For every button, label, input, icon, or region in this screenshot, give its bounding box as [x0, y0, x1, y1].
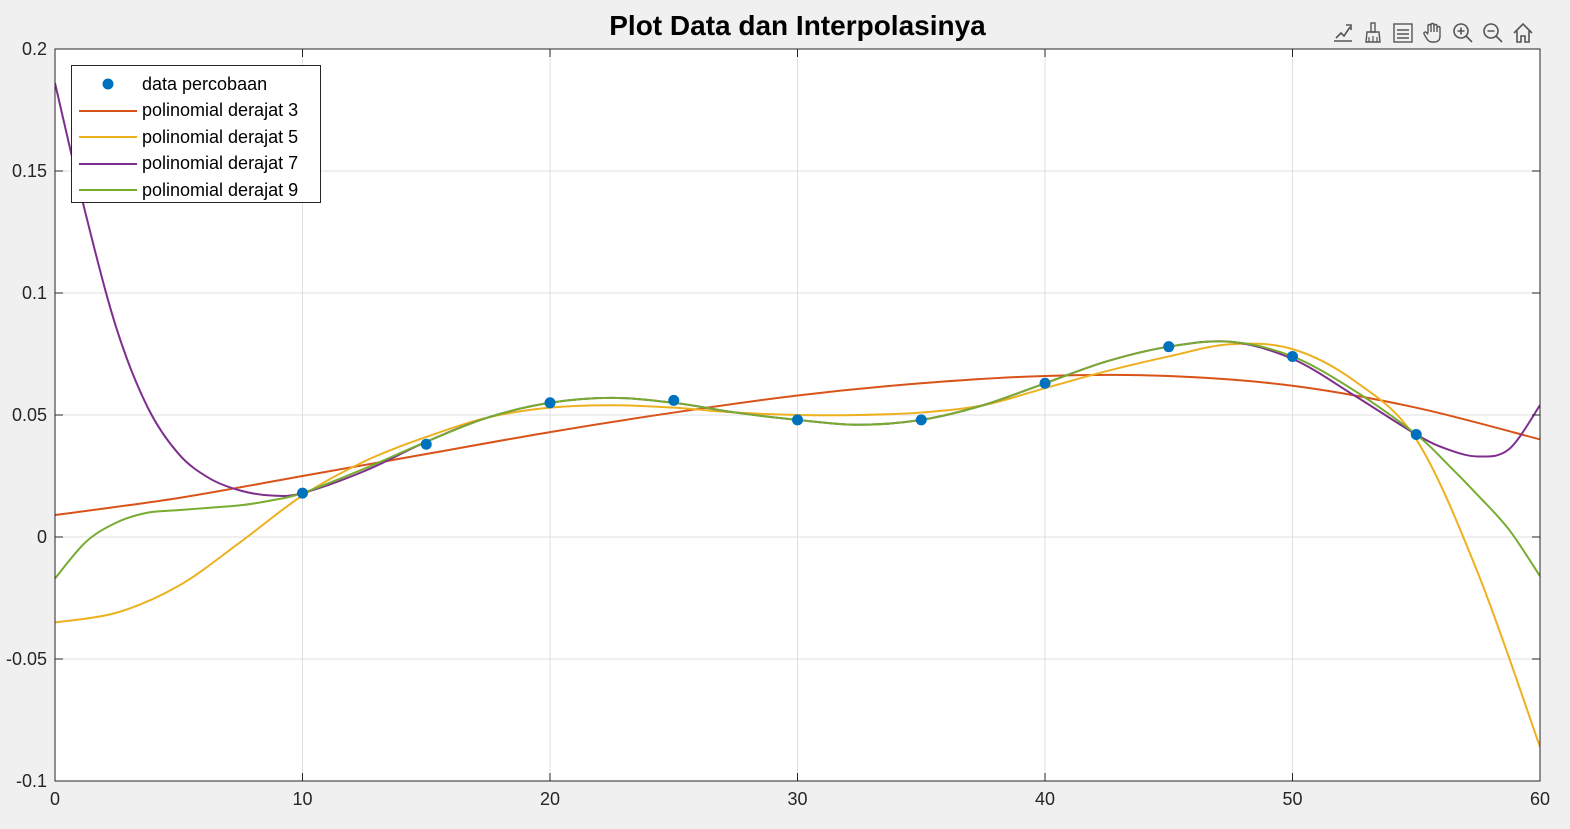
data-tips-icon	[1334, 24, 1352, 42]
y-tick-label: 0	[37, 527, 47, 547]
x-tick-label: 20	[540, 789, 560, 809]
zoom-in-icon	[1453, 23, 1473, 43]
data-point	[420, 438, 432, 450]
legend-toggle-icon	[1393, 23, 1413, 43]
data-point	[544, 397, 556, 409]
legend-swatch	[79, 189, 137, 192]
data-point	[1039, 377, 1051, 389]
series-line-1	[55, 373, 1540, 517]
x-tick-label: 60	[1530, 789, 1550, 809]
x-tick-label: 0	[50, 789, 60, 809]
legend-label: polinomial derajat 3	[142, 100, 299, 121]
home-icon	[1513, 22, 1533, 43]
x-tick-label: 50	[1282, 789, 1302, 809]
legend-item-series-1[interactable]: polinomial derajat 3	[72, 98, 320, 125]
data-point	[668, 394, 680, 406]
data-point	[1410, 429, 1422, 441]
pan-button[interactable]	[1420, 19, 1446, 47]
y-tick-label: -0.1	[16, 771, 47, 791]
data-tips-button[interactable]	[1330, 19, 1356, 47]
legend-label: polinomial derajat 9	[142, 179, 299, 200]
data-point	[1163, 341, 1175, 353]
legend-label: data percobaan	[142, 73, 268, 94]
zoom-out-button[interactable]	[1480, 19, 1506, 47]
legend-label: polinomial derajat 7	[142, 153, 299, 174]
legend-swatch	[79, 162, 137, 165]
legend-label: polinomial derajat 5	[142, 126, 299, 147]
legend-item-series-4[interactable]: polinomial derajat 9	[72, 177, 320, 204]
legend-toggle-button[interactable]	[1390, 19, 1416, 47]
x-tick-label: 40	[1035, 789, 1055, 809]
legend-item-series-2[interactable]: polinomial derajat 5	[72, 124, 320, 151]
pan-hand-icon	[1423, 22, 1441, 43]
zoom-in-button[interactable]	[1450, 19, 1476, 47]
legend-swatch	[79, 136, 137, 139]
legend-swatch	[102, 78, 114, 90]
y-tick-label: 0.2	[22, 39, 47, 59]
zoom-out-icon	[1483, 23, 1503, 43]
data-point	[792, 414, 803, 426]
axes-toolbar	[1330, 18, 1536, 48]
x-tick-label: 30	[787, 789, 807, 809]
data-point	[915, 414, 927, 426]
legend-item-series-3[interactable]: polinomial derajat 7	[72, 151, 320, 178]
y-tick-label: 0.05	[12, 405, 47, 425]
brush-icon	[1365, 22, 1381, 43]
y-tick-label: -0.05	[6, 649, 47, 669]
legend-item-data[interactable]: data percobaan	[72, 71, 320, 98]
brush-button[interactable]	[1360, 19, 1386, 47]
data-point	[297, 487, 308, 499]
legend[interactable]: data percobaan polinomial derajat 3 polino…	[71, 65, 321, 203]
y-tick-label: 0.1	[22, 283, 47, 303]
legend-swatch	[79, 109, 137, 112]
chart-title: Plot Data dan Interpolasinya	[609, 10, 986, 41]
x-tick-label: 10	[292, 789, 312, 809]
y-tick-label: 0.15	[12, 161, 47, 181]
series-line-4	[55, 340, 1540, 580]
data-point	[1287, 350, 1298, 362]
home-button[interactable]	[1510, 19, 1536, 47]
